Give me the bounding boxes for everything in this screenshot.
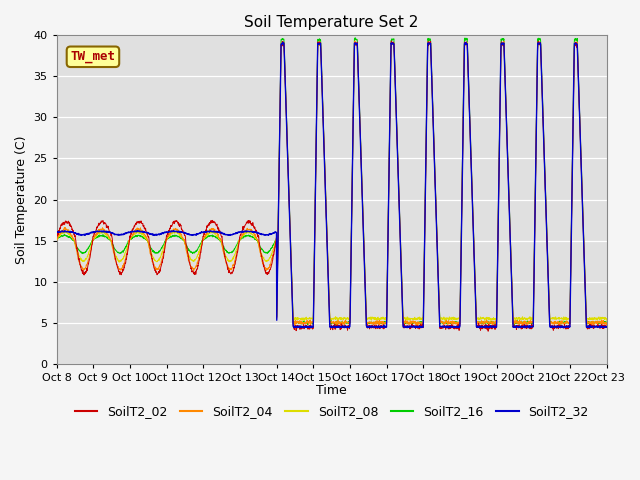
SoilT2_02 [348,233,355,239]
SoilT2_16 [304,322,312,327]
SoilT2_16 [603,319,611,325]
SoilT2_32 [570,79,577,84]
Line: SoilT2_02: SoilT2_02 [57,41,607,331]
Y-axis label: Soil Temperature (C): Soil Temperature (C) [15,135,28,264]
SoilT2_32 [53,229,61,235]
SoilT2_32 [348,217,355,223]
SoilT2_02 [570,78,577,84]
SoilT2_08 [206,230,214,236]
SoilT2_08 [570,93,577,99]
Legend: SoilT2_02, SoilT2_04, SoilT2_08, SoilT2_16, SoilT2_32: SoilT2_02, SoilT2_04, SoilT2_08, SoilT2_… [70,400,594,423]
SoilT2_08 [492,317,499,323]
SoilT2_16 [206,233,214,239]
SoilT2_16 [351,35,359,41]
SoilT2_04 [360,232,367,238]
SoilT2_08 [333,318,341,324]
Line: SoilT2_16: SoilT2_16 [57,38,607,324]
SoilT2_08 [572,39,580,45]
SoilT2_04 [53,238,61,243]
SoilT2_32 [279,39,287,45]
SoilT2_16 [348,214,355,219]
SoilT2_08 [603,317,611,323]
SoilT2_16 [570,75,577,81]
Line: SoilT2_32: SoilT2_32 [57,42,607,328]
SoilT2_02 [492,325,500,331]
SoilT2_02 [387,38,395,44]
Line: SoilT2_04: SoilT2_04 [57,41,607,326]
SoilT2_16 [53,237,61,242]
SoilT2_08 [554,316,562,322]
SoilT2_32 [492,324,500,329]
SoilT2_04 [206,226,214,232]
SoilT2_04 [554,321,562,326]
SoilT2_16 [492,321,500,326]
SoilT2_04 [492,318,499,324]
SoilT2_08 [360,230,367,236]
SoilT2_04 [348,229,355,235]
SoilT2_04 [570,94,577,100]
SoilT2_02 [53,235,61,240]
X-axis label: Time: Time [316,384,347,397]
Title: Soil Temperature Set 2: Soil Temperature Set 2 [244,15,419,30]
SoilT2_04 [603,320,611,326]
SoilT2_32 [555,324,563,329]
SoilT2_02 [603,323,611,329]
SoilT2_08 [53,237,61,243]
SoilT2_32 [360,235,367,241]
SoilT2_32 [603,324,611,330]
SoilT2_02 [484,328,492,334]
Text: TW_met: TW_met [70,50,115,63]
SoilT2_32 [445,325,452,331]
SoilT2_16 [555,320,563,325]
SoilT2_16 [360,240,368,245]
SoilT2_02 [206,220,214,226]
SoilT2_02 [360,228,367,234]
SoilT2_32 [206,228,214,234]
SoilT2_04 [587,323,595,329]
SoilT2_08 [348,212,355,218]
SoilT2_02 [555,326,563,332]
SoilT2_04 [351,38,359,44]
Line: SoilT2_08: SoilT2_08 [57,42,607,321]
